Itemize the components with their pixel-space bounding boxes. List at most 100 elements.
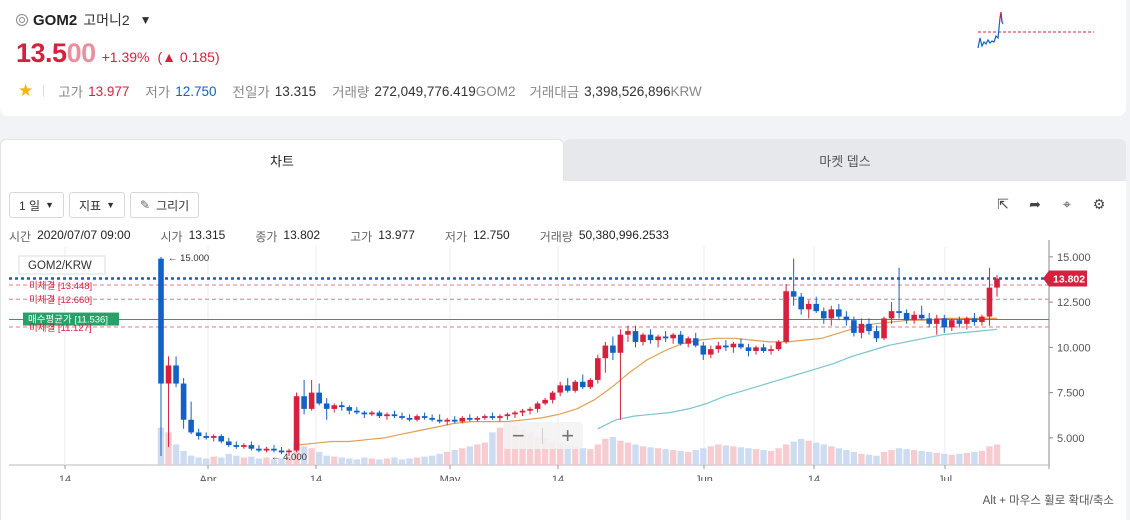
external-link-icon[interactable]: ⇱ (997, 196, 1009, 212)
candle-body (203, 436, 209, 438)
candle-body (331, 405, 338, 409)
volume-bar (820, 444, 827, 465)
volume-bar (202, 458, 210, 465)
candle-body (414, 416, 420, 420)
x-tick-label: 14 (808, 474, 820, 481)
volume-bar (496, 427, 504, 465)
volume-bar (880, 451, 888, 465)
candle-body (180, 383, 187, 420)
last-price-tag: 13.802 (1053, 274, 1085, 286)
candle-body (918, 314, 925, 319)
candle-body (738, 343, 744, 348)
low-label: 저가 (145, 85, 171, 100)
candle-body (730, 343, 737, 348)
candle-body (587, 379, 594, 388)
candle-body (903, 312, 910, 321)
candle-body (572, 381, 579, 391)
volume-bar (541, 438, 549, 465)
volume-bar (285, 456, 293, 465)
volume-bar (971, 451, 978, 465)
volume-bar (361, 457, 368, 465)
volume-bar (195, 457, 202, 465)
zoom-in-button[interactable]: + (561, 422, 575, 448)
volume-bar (805, 440, 812, 465)
volume-bar (331, 456, 338, 465)
volume-bar (895, 448, 903, 465)
candle-body (820, 311, 827, 319)
volume-bar (451, 450, 458, 465)
volume-bar (579, 448, 586, 465)
candle-body (549, 392, 556, 400)
tab-market-depth[interactable]: 마켓 뎁스 (564, 139, 1126, 181)
share-icon[interactable]: ➦ (1029, 196, 1041, 212)
candle-body (986, 287, 993, 317)
volume-bar (843, 450, 850, 465)
volume-bar (609, 437, 617, 465)
vol-label: 거래량 (539, 230, 573, 244)
coin-dropdown-icon[interactable]: ▼ (139, 13, 152, 27)
candle-body (632, 331, 639, 342)
candle-body (858, 323, 865, 333)
tag-icon[interactable]: ⌖ (1063, 196, 1071, 212)
candle-body (783, 291, 789, 342)
candle-body (519, 410, 526, 413)
candle-body (323, 403, 330, 409)
tab-chart[interactable]: 차트 (0, 139, 564, 181)
volume-bar (730, 446, 737, 465)
high-marker-label: ← 15.000 (168, 253, 209, 264)
volume-bar (421, 456, 428, 465)
volume-bar (428, 455, 436, 465)
prev-close-value: 13.315 (274, 83, 317, 99)
candle-body (218, 436, 225, 442)
volume-bar (873, 455, 880, 465)
volume-bar (534, 437, 541, 465)
candle-body (165, 365, 172, 384)
stats-row: ★ 고가 13.977 저가 12.750 전일가 13.315 거래량 272… (18, 81, 702, 101)
coin-name: 고머니2 (83, 12, 130, 28)
current-price: 13.500 (16, 38, 96, 68)
volume-bar (413, 457, 421, 465)
zoom-out-button[interactable]: − (511, 422, 525, 448)
candle-body (805, 303, 812, 310)
volume-bar (383, 458, 391, 465)
y-tick-label: 7.500 (1057, 388, 1085, 400)
low-value: 12.750 (175, 83, 217, 99)
volume-bar (172, 444, 180, 465)
x-tick-label: May (440, 474, 461, 481)
volume-value: 272,049,776.419 (374, 83, 476, 99)
volume-bar (353, 459, 361, 465)
volume-bar (685, 451, 692, 465)
interval-select[interactable]: 1 일 ▼ (9, 192, 64, 218)
volume-bar (293, 441, 300, 465)
candle-body (685, 338, 692, 344)
chart-toolbar: 1 일 ▼ 지표 ▼ ✎ 그리기 (9, 192, 200, 218)
pair-label-box (18, 255, 106, 275)
candle-body (497, 416, 503, 418)
draw-button[interactable]: ✎ 그리기 (130, 192, 200, 218)
close-label: 종가 (255, 230, 278, 244)
candle-body (866, 323, 872, 332)
candle-body (723, 345, 729, 348)
candle-body (888, 311, 895, 319)
indicator-select[interactable]: 지표 ▼ (68, 192, 125, 218)
divider (43, 85, 45, 97)
candle-body (173, 365, 179, 384)
candle-body (843, 316, 850, 321)
candle-body (391, 414, 398, 417)
volume-bar (315, 451, 323, 465)
gear-icon[interactable]: ⚙ (1092, 196, 1106, 212)
volume-bar (760, 450, 767, 465)
last-price-tag-bg (1043, 270, 1087, 287)
volume-bar (910, 450, 918, 465)
price-row: 13.500 +1.39% (▲ 0.185) (16, 38, 220, 69)
candle-body (512, 412, 518, 415)
open-value: 13.315 (188, 228, 226, 242)
favorite-star-icon[interactable]: ★ (18, 81, 34, 100)
high-value: 13.977 (378, 228, 415, 242)
volume-bar (835, 448, 843, 465)
prev-close-label: 전일가 (232, 85, 270, 100)
candlestick-chart[interactable]: 14 Apr 14 May 14 Jun 14 Jul 5.000 7.500 10.000 12.5… (1, 236, 1126, 481)
candle-body (210, 436, 217, 438)
candle-body (602, 345, 609, 359)
open-label: 시가 (160, 230, 183, 244)
